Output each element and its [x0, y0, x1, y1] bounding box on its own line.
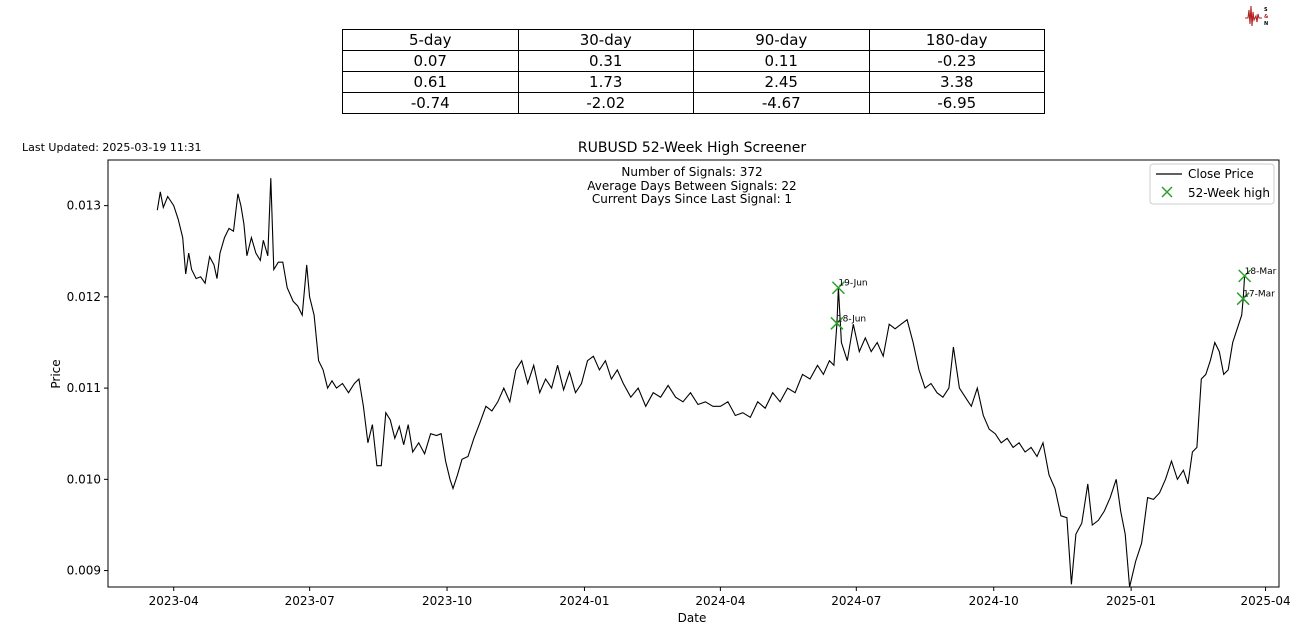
y-axis: 0.009 0.010 0.011 0.012 0.013 — [67, 199, 108, 578]
stats-cell: -0.74 — [342, 92, 519, 114]
stats-cell: -2.02 — [517, 92, 694, 114]
signal-noise-logo: S & N — [1245, 5, 1269, 27]
last-updated-text: Last Updated: 2025-03-19 11:31 — [22, 141, 202, 154]
y-tick-label: 0.013 — [67, 199, 101, 213]
x-tick-label: 2025-04 — [1240, 594, 1290, 608]
signal-marker-label: 18-Jun — [837, 314, 866, 324]
signal-marker — [830, 316, 844, 330]
stats-table: 5-day 30-day 90-day 180-day 0.07 0.31 0.… — [342, 29, 1045, 114]
stats-cell: -6.95 — [868, 92, 1045, 114]
y-tick-label: 0.012 — [67, 290, 101, 304]
stats-row: 0.61 1.73 2.45 3.38 — [342, 71, 1045, 93]
stats-cell: -4.67 — [693, 92, 870, 114]
svg-text:N: N — [1264, 21, 1268, 27]
stats-cell: 0.07 — [342, 50, 519, 72]
x-tick-label: 2023-07 — [285, 594, 335, 608]
close-price-line — [156, 178, 1246, 588]
x-tick-label: 2025-01 — [1106, 594, 1156, 608]
signal-count-annotation: Number of Signals: 372 — [621, 165, 762, 179]
days-since-annotation: Current Days Since Last Signal: 1 — [592, 192, 792, 206]
x-tick-label: 2024-01 — [559, 594, 609, 608]
signal-marker — [1238, 269, 1252, 283]
legend-label: 52-Week high — [1188, 186, 1270, 200]
signal-marker-label: 19-Jun — [838, 279, 867, 289]
y-axis-label: Price — [49, 359, 63, 388]
signal-marker-label: 17-Mar — [1243, 290, 1275, 300]
stats-row: -0.74 -2.02 -4.67 -6.95 — [342, 92, 1045, 114]
signal-marker — [1236, 292, 1250, 306]
x-tick-label: 2023-10 — [422, 594, 472, 608]
x-axis-label: Date — [678, 611, 707, 625]
x-tick-label: 2023-04 — [149, 594, 199, 608]
x-axis: 2023-04 2023-07 2023-10 2024-01 2024-04 2024-… — [149, 587, 1291, 608]
signal-marker — [831, 281, 845, 295]
chart-title: RUBUSD 52-Week High Screener — [578, 140, 806, 156]
svg-text:&: & — [1264, 14, 1269, 20]
legend-label: Close Price — [1188, 167, 1254, 181]
x-tick-label: 2024-07 — [831, 594, 881, 608]
plot-area — [107, 159, 1280, 588]
signal-marker-label: 18-Mar — [1245, 267, 1277, 277]
x-tick-label: 2024-10 — [969, 594, 1019, 608]
y-tick-label: 0.011 — [67, 381, 101, 395]
avg-days-annotation: Average Days Between Signals: 22 — [587, 179, 796, 193]
svg-text:S: S — [1264, 7, 1268, 13]
legend: Close Price 52-Week high — [1149, 163, 1275, 205]
y-tick-label: 0.009 — [67, 564, 101, 578]
y-tick-label: 0.010 — [67, 472, 101, 486]
x-tick-label: 2024-04 — [695, 594, 745, 608]
signal-markers: 18-Jun 19-Jun 17-Mar 18-Mar — [830, 267, 1277, 330]
legend-marker-swatch — [1161, 186, 1173, 198]
